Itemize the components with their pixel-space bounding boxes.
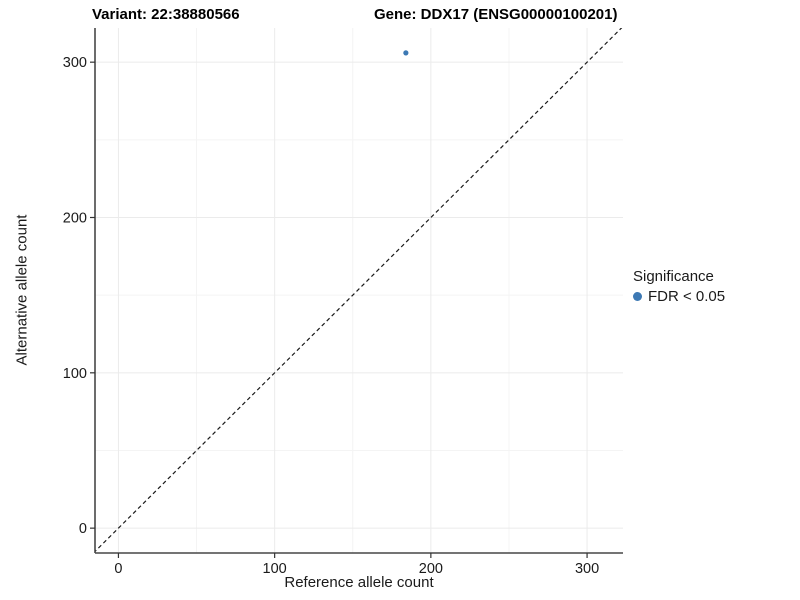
legend-point-icon xyxy=(633,292,642,301)
legend: Significance FDR < 0.05 xyxy=(633,268,725,305)
x-tick-label: 0 xyxy=(114,561,122,577)
gene-title: Gene: DDX17 (ENSG00000100201) xyxy=(374,6,618,23)
x-axis-label: Reference allele count xyxy=(284,574,434,591)
legend-item-label: FDR < 0.05 xyxy=(648,288,726,305)
x-tick-label: 200 xyxy=(419,561,443,577)
y-tick-label: 200 xyxy=(63,210,87,226)
y-tick-label: 0 xyxy=(79,521,87,537)
legend-item: FDR < 0.05 xyxy=(633,288,725,305)
y-tick-label: 300 xyxy=(63,55,87,71)
legend-title: Significance xyxy=(633,268,714,285)
x-tick-label: 300 xyxy=(575,561,599,577)
identity-line xyxy=(95,28,623,553)
y-tick-label: 100 xyxy=(63,366,87,382)
data-point xyxy=(403,50,409,56)
variant-title: Variant: 22:38880566 xyxy=(92,6,240,23)
x-tick-label: 100 xyxy=(263,561,287,577)
y-axis-label: Alternative allele count xyxy=(13,214,31,366)
